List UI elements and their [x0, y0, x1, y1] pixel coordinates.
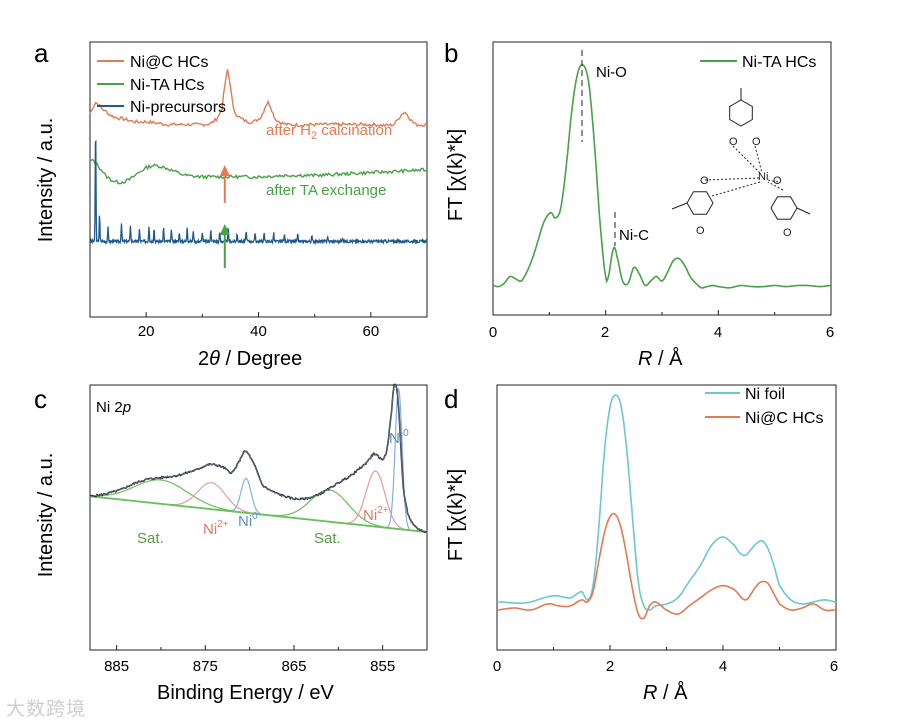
series-ni-ta-hcs-b [492, 63, 832, 289]
coordination-bond [704, 177, 761, 181]
panel-b-ylabel: FT [χ(k)*k] [445, 129, 467, 221]
panel-b-exafs-chart: Ni-TA HCs Ni-O Ni-C O O O O O O Ni 0 2 4 6 R /… [445, 41, 834, 370]
ring-left [686, 191, 714, 215]
legend-label-nic-d: Ni@C HCs [745, 410, 823, 427]
panel-d-xtick-4: 4 [719, 658, 727, 675]
panel-b-xtick-6: 6 [826, 324, 834, 341]
fit-component-1 [90, 479, 427, 533]
legend-label-nita-b: Ni-TA HCs [742, 54, 816, 71]
coordination-bond [767, 179, 779, 183]
panel-a-xtick-60: 60 [362, 323, 379, 340]
panel-c-xtick-865: 865 [281, 658, 306, 675]
legend-label-nic: Ni@C HCs [130, 54, 208, 71]
legend-label-nita: Ni-TA HCs [130, 77, 204, 94]
panel-b-xtick-4: 4 [714, 324, 722, 341]
legend-label-nipre: Ni-precursors [130, 99, 226, 116]
panel-d-ylabel: FT [χ(k)*k] [445, 469, 467, 561]
panel-a-xlabel: 2θ / Degree [198, 348, 302, 370]
panel-b-xtick-2: 2 [601, 324, 609, 341]
label-ni2plus-1: Ni2+ [203, 519, 229, 538]
panel-c-title: Ni 2p [96, 399, 131, 416]
atom-o-5: O [696, 225, 705, 237]
ring-right [770, 196, 798, 220]
annotation-ni-c: Ni-C [619, 227, 649, 244]
arrow-head-orange [219, 165, 230, 176]
panel-a-xtick-20: 20 [138, 323, 155, 340]
panel-letter-d: d [444, 384, 458, 414]
atom-o-4: O [773, 175, 782, 187]
panel-a-xrd-chart: 20 40 60 Ni@C HCs Ni-TA HCs Ni-precursors … [35, 41, 428, 370]
watermark: 大数跨境 [6, 698, 87, 720]
panel-c-frame [89, 384, 428, 651]
methyl-left [671, 202, 688, 210]
series-ni-ta-hcs [89, 158, 428, 185]
panel-c-xlabel: Binding Energy / eV [157, 682, 334, 704]
annotation-h2-calcination: after H2 calcination [266, 122, 392, 142]
label-sat-2: Sat. [314, 530, 341, 547]
coordination-bond [767, 181, 784, 191]
panel-d-xtick-0: 0 [493, 658, 501, 675]
arrow-head-green [219, 224, 230, 235]
panel-d-xtick-2: 2 [606, 658, 614, 675]
panel-d-exafs-chart: Ni foil Ni@C HCs 0 2 4 6 R / Å FT [χ(k)*… [445, 384, 838, 704]
panel-letter-c: c [34, 384, 47, 414]
panel-c-xps-chart: 885 875 865 855 Ni 2p Sat. Ni2+ Ni0 Sat. Ni… [35, 383, 428, 704]
panel-c-ylabel: Intensity / a.u. [35, 453, 57, 578]
panel-b-xtick-0: 0 [489, 324, 497, 341]
atom-ni: Ni [758, 171, 768, 183]
ring-top [729, 99, 753, 127]
panel-a-ylabel: Intensity / a.u. [35, 118, 57, 243]
label-ni0-2: Ni0 [389, 428, 409, 447]
panel-letter-a: a [34, 38, 49, 68]
atom-o-1: O [729, 136, 738, 148]
label-ni2plus-2: Ni2+ [363, 505, 389, 524]
series-ni-precursors [89, 139, 428, 246]
legend-label-foil: Ni foil [745, 386, 785, 403]
annotation-ni-o: Ni-O [596, 64, 627, 81]
panel-c-xtick-875: 875 [193, 658, 218, 675]
fit-envelope [89, 384, 428, 533]
panel-d-xlabel: R / Å [643, 681, 688, 704]
panel-c-xtick-855: 855 [370, 658, 395, 675]
ni-tannic-acid-structure: O O O O O O Ni [671, 88, 811, 239]
annotation-ta-exchange: after TA exchange [266, 182, 386, 199]
panel-c-xtick-885: 885 [104, 658, 129, 675]
methyl-right [796, 207, 811, 215]
coordination-bond [754, 145, 763, 174]
series-ni-c-hcs-d [496, 512, 836, 620]
panel-a-xtick-40: 40 [250, 323, 267, 340]
panel-b-xlabel: R / Å [638, 347, 683, 370]
label-ni0-1: Ni0 [238, 511, 258, 530]
atom-o-2: O [752, 136, 761, 148]
label-sat-1: Sat. [137, 530, 164, 547]
coordination-bond [711, 181, 761, 197]
series-ni-c-hcs [89, 69, 428, 128]
panel-d-xtick-6: 6 [830, 658, 838, 675]
series-ni-foil [497, 394, 837, 611]
panel-a-arrows [219, 165, 230, 268]
panel-letter-b: b [444, 38, 458, 68]
fit-background [89, 495, 428, 533]
atom-o-3: O [700, 175, 709, 187]
atom-o-6: O [783, 227, 792, 239]
